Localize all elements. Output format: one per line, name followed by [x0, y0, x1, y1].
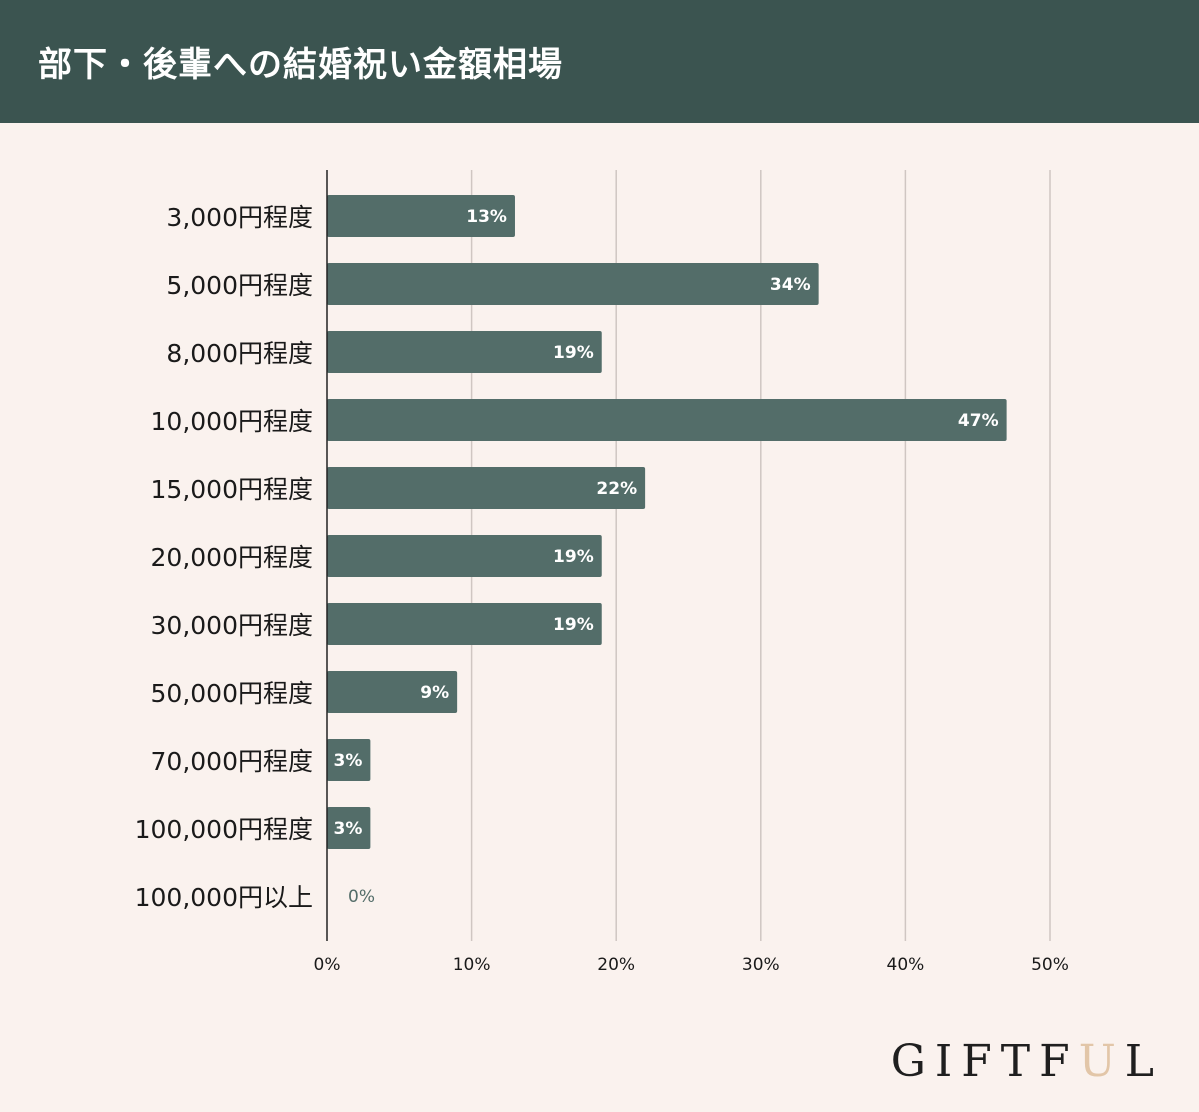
bar — [327, 195, 515, 237]
bar — [327, 467, 646, 509]
data-label: 3% — [334, 751, 363, 771]
data-label: 9% — [420, 683, 449, 703]
logo-text-accent: U — [1078, 1036, 1125, 1087]
chart-title: 部下・後輩への結婚祝い金額相場 — [38, 45, 563, 85]
data-label: 47% — [958, 411, 999, 431]
chart-header: 部下・後輩への結婚祝い金額相場 — [0, 0, 1199, 123]
data-label: 3% — [334, 819, 363, 839]
bar — [327, 331, 602, 373]
bar — [327, 603, 602, 645]
category-label: 5,000円程度 — [166, 271, 313, 300]
data-label: 19% — [553, 343, 594, 363]
bar-chart: 3,000円程度 13% 5,000円程度 34% 8,000円程度 19% 10,000円… — [135, 170, 1069, 975]
category-label: 15,000円程度 — [151, 475, 313, 504]
bar — [327, 739, 371, 781]
category-label: 20,000円程度 — [151, 543, 313, 572]
data-label: 19% — [553, 547, 594, 567]
bar — [327, 263, 819, 305]
category-label: 50,000円程度 — [151, 679, 313, 708]
category-label: 100,000円以上 — [135, 883, 313, 912]
giftful-logo: GIFTFUL — [891, 1036, 1163, 1087]
category-label: 10,000円程度 — [151, 407, 313, 436]
category-label: 100,000円程度 — [135, 815, 313, 844]
data-label: 34% — [770, 275, 811, 295]
category-label: 3,000円程度 — [166, 203, 313, 232]
data-label: 22% — [596, 479, 637, 499]
data-label: 13% — [466, 207, 507, 227]
x-tick-label: 50% — [1031, 955, 1069, 975]
bar — [327, 399, 1007, 441]
data-label: 19% — [553, 615, 594, 635]
x-tick-label: 30% — [742, 955, 780, 975]
category-label: 70,000円程度 — [151, 747, 313, 776]
bar — [327, 671, 458, 713]
x-tick-label: 10% — [453, 955, 491, 975]
bar — [327, 535, 602, 577]
data-label: 0% — [348, 887, 375, 907]
x-tick-label: 40% — [887, 955, 925, 975]
logo-text-start: GIFTF — [890, 1036, 1079, 1087]
bar — [327, 807, 371, 849]
x-tick-label: 20% — [597, 955, 635, 975]
x-tick-label: 0% — [314, 955, 341, 975]
category-label: 8,000円程度 — [166, 339, 313, 368]
chart-area: 3,000円程度 13% 5,000円程度 34% 8,000円程度 19% 10,000円… — [0, 123, 1199, 1112]
category-label: 30,000円程度 — [151, 611, 313, 640]
logo-text-end: L — [1124, 1036, 1163, 1087]
